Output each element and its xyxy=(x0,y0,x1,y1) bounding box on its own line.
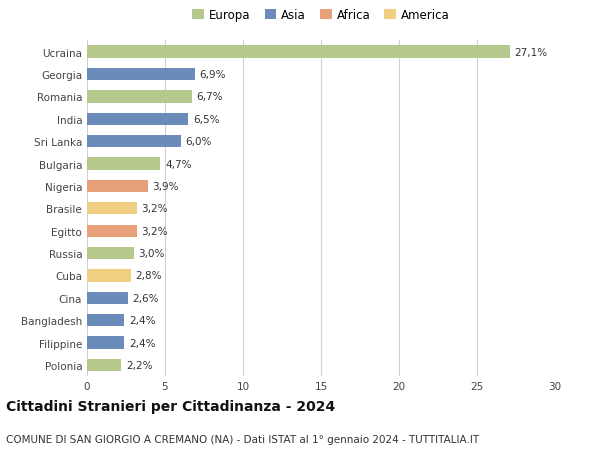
Bar xyxy=(87,225,137,237)
Text: 3,0%: 3,0% xyxy=(139,248,165,258)
Bar xyxy=(87,69,194,81)
Text: 27,1%: 27,1% xyxy=(514,47,548,57)
Text: 3,2%: 3,2% xyxy=(142,204,168,214)
Bar xyxy=(87,292,128,304)
Bar xyxy=(87,180,148,193)
Text: 2,2%: 2,2% xyxy=(126,360,152,370)
Bar xyxy=(87,46,510,59)
Text: 3,9%: 3,9% xyxy=(152,181,179,191)
Text: 6,9%: 6,9% xyxy=(199,70,226,80)
Bar xyxy=(87,158,160,170)
Bar xyxy=(87,113,188,126)
Text: 2,4%: 2,4% xyxy=(129,338,155,348)
Text: COMUNE DI SAN GIORGIO A CREMANO (NA) - Dati ISTAT al 1° gennaio 2024 - TUTTITALI: COMUNE DI SAN GIORGIO A CREMANO (NA) - D… xyxy=(6,434,479,444)
Bar xyxy=(87,359,121,371)
Bar xyxy=(87,314,124,327)
Text: 3,2%: 3,2% xyxy=(142,226,168,236)
Legend: Europa, Asia, Africa, America: Europa, Asia, Africa, America xyxy=(193,9,449,22)
Bar xyxy=(87,337,124,349)
Bar xyxy=(87,270,131,282)
Bar xyxy=(87,136,181,148)
Bar xyxy=(87,247,134,260)
Text: 6,5%: 6,5% xyxy=(193,114,220,124)
Text: 2,8%: 2,8% xyxy=(136,271,162,281)
Bar xyxy=(87,203,137,215)
Text: 2,6%: 2,6% xyxy=(132,293,159,303)
Text: Cittadini Stranieri per Cittadinanza - 2024: Cittadini Stranieri per Cittadinanza - 2… xyxy=(6,399,335,413)
Text: 6,7%: 6,7% xyxy=(196,92,223,102)
Bar xyxy=(87,91,191,103)
Text: 6,0%: 6,0% xyxy=(185,137,212,147)
Text: 2,4%: 2,4% xyxy=(129,315,155,325)
Text: 4,7%: 4,7% xyxy=(165,159,191,169)
